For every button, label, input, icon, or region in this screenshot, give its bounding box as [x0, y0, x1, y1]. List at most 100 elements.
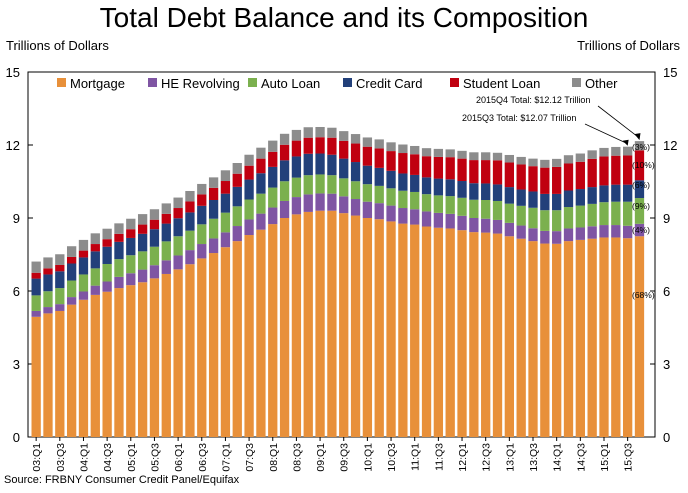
bar-segment-credit-card: [90, 251, 100, 269]
bar-segment-auto-loan: [102, 263, 112, 282]
bar-segment-he-revolving: [339, 196, 349, 214]
bar-segment-other: [516, 156, 526, 165]
bar-segment-auto-loan: [114, 259, 124, 277]
bar-segment-student-loan: [445, 157, 455, 180]
bar-segment-he-revolving: [410, 209, 420, 225]
bar-segment-credit-card: [173, 218, 183, 237]
bar-segment-other: [350, 134, 361, 144]
bar-segment-auto-loan: [563, 207, 574, 229]
bar-segment-auto-loan: [575, 205, 585, 228]
bar-segment-credit-card: [339, 158, 349, 179]
bar-segment-student-loan: [315, 137, 325, 154]
bar-segment-auto-loan: [421, 194, 432, 212]
y-tick-label-right: 12: [663, 138, 677, 153]
bar-segment-credit-card: [386, 170, 396, 189]
bar-segment-he-revolving: [516, 225, 526, 239]
bar-segment-auto-loan: [161, 241, 171, 261]
y-tick-label-right: 9: [663, 211, 670, 226]
bar-segment-he-revolving: [173, 255, 183, 270]
bar-segment-he-revolving: [90, 285, 100, 295]
y-tick-label-right: 6: [663, 284, 670, 299]
x-tick-label: 10:Q1: [362, 443, 374, 472]
bar-segment-auto-loan: [232, 206, 242, 227]
bar-segment-student-loan: [386, 151, 396, 171]
bar-segment-auto-loan: [137, 251, 148, 270]
bar-segment-credit-card: [66, 263, 77, 281]
bar-segment-he-revolving: [149, 265, 160, 279]
bar-segment-auto-loan: [481, 199, 491, 219]
bar-segment-auto-loan: [540, 210, 550, 231]
bar-segment-other: [303, 127, 313, 138]
bar-segment-auto-loan: [66, 280, 77, 298]
bar-segment-mortgage: [149, 278, 160, 437]
bar-segment-he-revolving: [445, 213, 455, 229]
bar-segment-student-loan: [599, 156, 609, 186]
y-tick-label-left: 3: [13, 357, 20, 372]
bar-segment-mortgage: [291, 214, 302, 437]
bar-segment-other: [256, 147, 266, 159]
bar-segment-student-loan: [587, 158, 597, 188]
bar-segment-student-loan: [504, 162, 514, 188]
bar-segment-he-revolving: [433, 212, 444, 228]
bar-segment-credit-card: [78, 257, 89, 275]
bar-segment-student-loan: [398, 153, 408, 174]
bar-segment-auto-loan: [327, 175, 337, 194]
x-tick-label: 15:Q1: [599, 443, 611, 472]
bar-segment-credit-card: [634, 180, 645, 199]
bar-segment-auto-loan: [410, 191, 420, 210]
y-tick-label-right: 0: [663, 430, 670, 445]
bar-segment-he-revolving: [114, 276, 124, 289]
bar-segment-mortgage: [374, 219, 384, 437]
bar-segment-mortgage: [433, 227, 444, 437]
bar-segment-he-revolving: [504, 222, 514, 237]
bar-segment-credit-card: [540, 193, 550, 211]
bar-segment-student-loan: [327, 137, 337, 155]
bar-segment-auto-loan: [244, 199, 254, 220]
bar-segment-other: [445, 149, 455, 158]
bar-segment-student-loan: [232, 173, 242, 187]
bar-segment-other: [398, 144, 408, 154]
bar-segment-he-revolving: [540, 230, 550, 244]
bar-segment-he-revolving: [197, 244, 207, 259]
bar-segment-credit-card: [528, 191, 538, 208]
bar-segment-he-revolving: [137, 269, 148, 283]
bar-segment-student-loan: [90, 244, 100, 252]
bar-segment-mortgage: [421, 226, 432, 437]
bar-segment-he-revolving: [279, 200, 290, 218]
bar-segment-credit-card: [504, 187, 514, 204]
bar-segment-student-loan: [173, 208, 183, 219]
bar-segment-auto-loan: [374, 185, 384, 204]
bar-segment-he-revolving: [291, 197, 302, 215]
share-label-auto-loan: (9%): [632, 201, 650, 211]
bar-segment-he-revolving: [611, 225, 621, 238]
bar-segment-he-revolving: [552, 231, 562, 244]
annotation-2015q4-total: 2015Q4 Total: $12.12 Trillion: [476, 95, 590, 105]
bar-segment-student-loan: [102, 239, 112, 247]
x-tick-label: 11:Q1: [410, 443, 422, 471]
legend-label-auto-loan: Auto Loan: [261, 76, 320, 91]
bar-segment-other: [232, 163, 242, 174]
bar-segment-auto-loan: [208, 218, 219, 239]
bar-segment-other: [563, 155, 574, 164]
bar-segment-credit-card: [599, 185, 609, 203]
bar-segment-auto-loan: [516, 205, 526, 226]
share-label-credit-card: (6%): [632, 180, 650, 190]
bar-segment-other: [528, 158, 538, 167]
bar-segment-he-revolving: [634, 223, 645, 237]
bar-segment-other: [552, 158, 562, 167]
bar-segment-auto-loan: [55, 288, 65, 305]
y-tick-label-left: 6: [13, 284, 20, 299]
legend-label-mortgage: Mortgage: [70, 76, 125, 91]
bar-segment-credit-card: [185, 212, 195, 231]
bar-segment-mortgage: [90, 294, 100, 437]
x-tick-label: 11:Q3: [433, 443, 445, 471]
bar-segment-he-revolving: [66, 297, 77, 305]
bar-segment-other: [433, 148, 444, 157]
bar-segment-he-revolving: [599, 225, 609, 238]
bar-segment-student-loan: [43, 268, 53, 275]
bar-segment-he-revolving: [43, 307, 53, 314]
bar-segment-mortgage: [256, 229, 266, 437]
bar-segment-student-loan: [350, 143, 361, 163]
bar-segment-mortgage: [587, 238, 597, 437]
x-tick-label: 14:Q3: [575, 443, 587, 472]
